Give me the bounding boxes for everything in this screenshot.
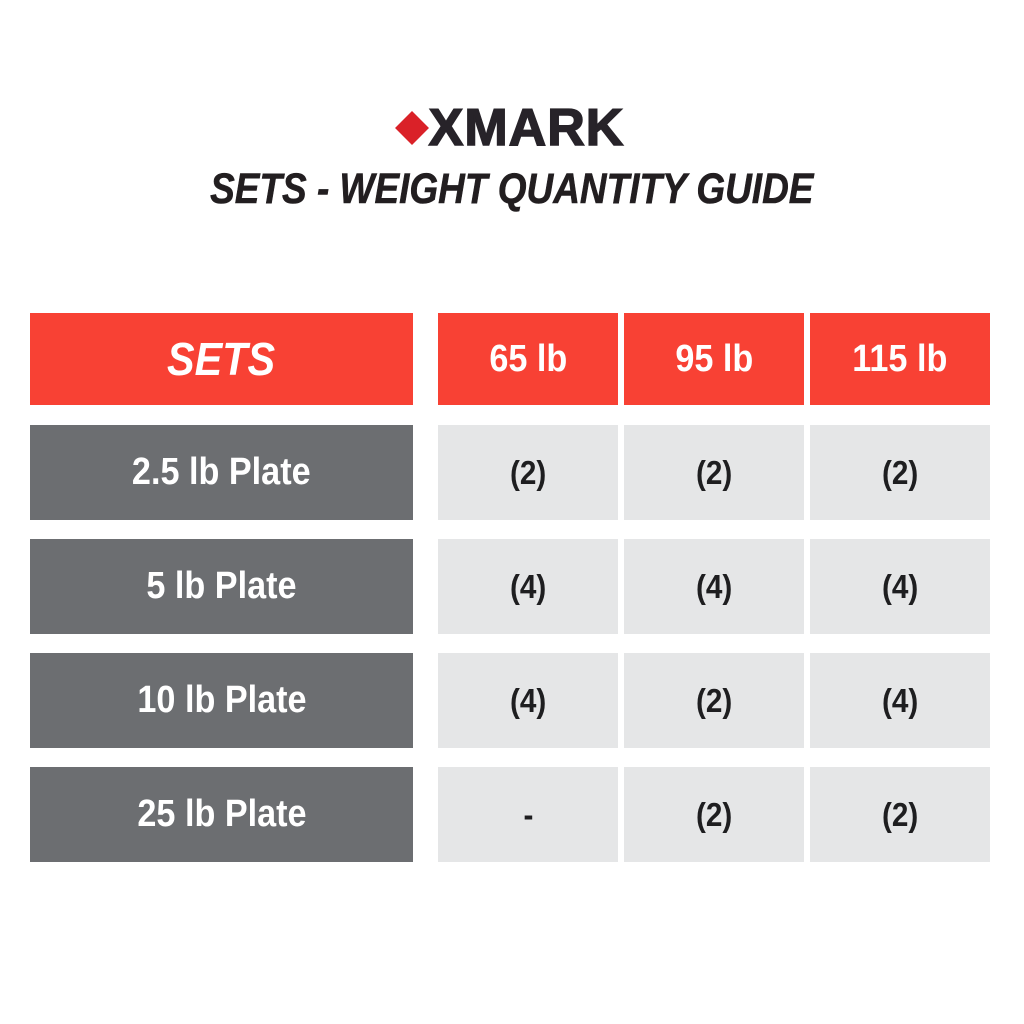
row-label-2-5lb-plate-text: 2.5 lb Plate: [132, 451, 311, 493]
table-header-sets-label: SETS: [167, 333, 276, 385]
cell-10lb-115lb-value: (4): [881, 681, 919, 719]
table-row-2-5lb-plate: 2.5 lb Plate (2) (2) (2): [30, 425, 990, 520]
cell-10lb-95lb-value: (2): [695, 681, 733, 719]
cell-5lb-95lb-value: (4): [695, 567, 733, 605]
brand-logo-text: XMARK: [428, 99, 625, 157]
table-header-95lb-label: 95 lb: [675, 337, 753, 380]
cell-25lb-115lb-value: (2): [881, 795, 919, 833]
table-header-row: SETS 65 lb 95 lb 115 lb: [30, 313, 990, 405]
page-title: SETS - WEIGHT QUANTITY GUIDE: [0, 165, 1024, 213]
table-header-115lb-label: 115 lb: [852, 337, 948, 380]
cell-2-5lb-115lb: (2): [810, 425, 990, 520]
cell-5lb-115lb: (4): [810, 539, 990, 634]
cell-5lb-115lb-value: (4): [881, 567, 919, 605]
table-row-25lb-plate: 25 lb Plate - (2) (2): [30, 767, 990, 862]
cell-25lb-95lb-value: (2): [695, 795, 733, 833]
cell-25lb-65lb-value: -: [523, 795, 533, 833]
table-header-sets: SETS: [30, 313, 413, 405]
cell-10lb-95lb: (2): [624, 653, 804, 748]
cell-2-5lb-95lb-value: (2): [695, 453, 733, 491]
cell-5lb-95lb: (4): [624, 539, 804, 634]
table-header-95lb: 95 lb: [624, 313, 804, 405]
red-diamond-icon: [394, 111, 429, 145]
cell-2-5lb-65lb: (2): [438, 425, 618, 520]
weight-quantity-table: SETS 65 lb 95 lb 115 lb 2.5 lb Plate (2)…: [30, 313, 990, 881]
table-header-65lb-label: 65 lb: [489, 337, 567, 380]
row-label-2-5lb-plate: 2.5 lb Plate: [30, 425, 413, 520]
cell-2-5lb-95lb: (2): [624, 425, 804, 520]
cell-10lb-65lb-value: (4): [509, 681, 547, 719]
page-title-text: SETS - WEIGHT QUANTITY GUIDE: [210, 165, 814, 213]
cell-25lb-65lb: -: [438, 767, 618, 862]
brand-logo: XMARK: [0, 100, 1024, 156]
table-header-115lb: 115 lb: [810, 313, 990, 405]
row-label-5lb-plate: 5 lb Plate: [30, 539, 413, 634]
row-label-10lb-plate-text: 10 lb Plate: [136, 679, 307, 721]
row-label-10lb-plate: 10 lb Plate: [30, 653, 413, 748]
cell-5lb-65lb-value: (4): [509, 567, 547, 605]
table-row-10lb-plate: 10 lb Plate (4) (2) (4): [30, 653, 990, 748]
cell-25lb-115lb: (2): [810, 767, 990, 862]
cell-5lb-65lb: (4): [438, 539, 618, 634]
row-label-25lb-plate-text: 25 lb Plate: [136, 793, 307, 835]
row-label-25lb-plate: 25 lb Plate: [30, 767, 413, 862]
cell-10lb-65lb: (4): [438, 653, 618, 748]
cell-10lb-115lb: (4): [810, 653, 990, 748]
cell-2-5lb-115lb-value: (2): [881, 453, 919, 491]
table-header-65lb: 65 lb: [438, 313, 618, 405]
table-row-5lb-plate: 5 lb Plate (4) (4) (4): [30, 539, 990, 634]
cell-2-5lb-65lb-value: (2): [509, 453, 547, 491]
row-label-5lb-plate-text: 5 lb Plate: [146, 565, 297, 607]
cell-25lb-95lb: (2): [624, 767, 804, 862]
